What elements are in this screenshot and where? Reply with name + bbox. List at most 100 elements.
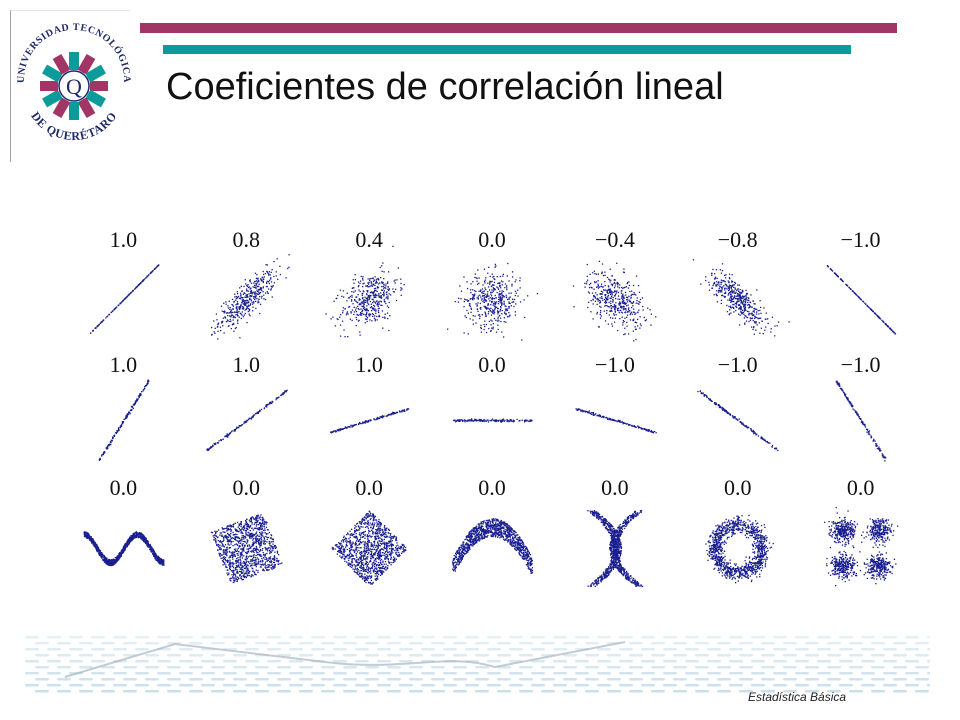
scatter-point [262, 280, 264, 282]
scatter-point [760, 312, 762, 314]
scatter-point [886, 325, 888, 327]
scatter-point [359, 290, 361, 293]
scatter-point [365, 293, 368, 295]
scatter-point [96, 543, 98, 546]
scatter-point [837, 384, 839, 386]
scatter-point [463, 301, 465, 303]
scatter-point [753, 326, 755, 328]
scatter-point [630, 296, 632, 298]
scatter-point [371, 292, 374, 294]
scatter-point [738, 313, 740, 315]
scatter-point [493, 317, 496, 320]
scatter-point [242, 543, 244, 545]
scatter-point [383, 283, 385, 285]
scatter-point [243, 300, 246, 302]
scatter-point [850, 403, 852, 405]
scatter-point [627, 281, 629, 284]
scatter-point [719, 269, 721, 271]
scatter-point [406, 408, 408, 410]
scatter-point [92, 541, 94, 543]
scatter-point [499, 310, 501, 312]
scatter-point [844, 395, 846, 397]
scatter-point [145, 541, 147, 543]
scatter-point [138, 395, 141, 397]
scatter-point [606, 291, 608, 293]
scatter-point [243, 550, 245, 552]
scatter-point [154, 268, 156, 270]
scatter-point [372, 294, 375, 296]
scatter-point [236, 311, 238, 313]
scatter-point [739, 296, 742, 298]
scatter-point [742, 424, 745, 426]
scatter-point [225, 564, 227, 566]
scatter-point [126, 415, 128, 417]
scatter-point [744, 304, 746, 307]
scatter-point [256, 298, 258, 300]
scatter-point [272, 538, 274, 540]
scatter-point [593, 296, 595, 298]
scatter-point [366, 320, 368, 323]
scatter-point [112, 558, 114, 560]
scatter-point [715, 285, 717, 287]
scatter-point [731, 290, 733, 292]
scatter-point [244, 301, 246, 303]
scatter-point [206, 449, 208, 451]
scatter-point [512, 301, 514, 303]
scatter-point [253, 302, 255, 304]
scatter-point [129, 413, 131, 415]
scatter-point [753, 309, 755, 312]
scatter-point [270, 277, 272, 279]
scatter-point [740, 308, 743, 310]
scatter-point [478, 277, 480, 279]
scatter-point [829, 268, 832, 270]
scatter-point [126, 542, 128, 544]
scatter-point [742, 290, 744, 293]
scatter-point [605, 301, 608, 304]
scatter-point [741, 312, 744, 314]
scatter-point [255, 297, 257, 299]
scatter-point [235, 299, 237, 301]
scatter-point [608, 278, 610, 280]
scatter-point [113, 562, 115, 564]
scatter-point [89, 537, 92, 539]
scatter-point [207, 449, 209, 451]
scatter-point [485, 288, 487, 291]
scatter-point [493, 288, 495, 290]
scatter-point [264, 555, 266, 557]
scatter-point [894, 332, 896, 335]
scatter-point [524, 421, 526, 423]
scatter-point [506, 275, 508, 277]
scatter-point [88, 535, 90, 537]
scatter-point [638, 291, 641, 293]
scatter-point [645, 429, 647, 432]
scatter-point [230, 320, 232, 322]
scatter-point [586, 263, 588, 266]
scatter-point [251, 292, 253, 295]
scatter-point [716, 301, 719, 303]
scatter-point [492, 284, 494, 286]
scatter-point [626, 299, 628, 301]
scatter-point [98, 549, 101, 551]
scatter-point [480, 306, 482, 309]
scatter-point [266, 282, 268, 284]
scatter-point [113, 563, 115, 565]
scatter-point [256, 515, 258, 517]
scatter-point [110, 311, 112, 314]
scatter-point [224, 562, 226, 564]
scatter-point [124, 542, 127, 545]
scatter-point [498, 315, 501, 317]
scatter-point [248, 293, 250, 295]
scatter-point [154, 555, 156, 557]
scatter-point [719, 406, 721, 409]
scatter-point [501, 420, 503, 422]
scatter-point [137, 537, 139, 539]
scatter-point [649, 309, 651, 311]
scatter-point [226, 555, 228, 557]
scatter-point [132, 538, 134, 540]
scatter-point [133, 537, 135, 539]
scatter-point [476, 308, 478, 310]
scatter-point [141, 536, 144, 538]
scatter-point [230, 431, 233, 433]
scatter-point [868, 431, 870, 433]
scatter-point [493, 309, 495, 311]
